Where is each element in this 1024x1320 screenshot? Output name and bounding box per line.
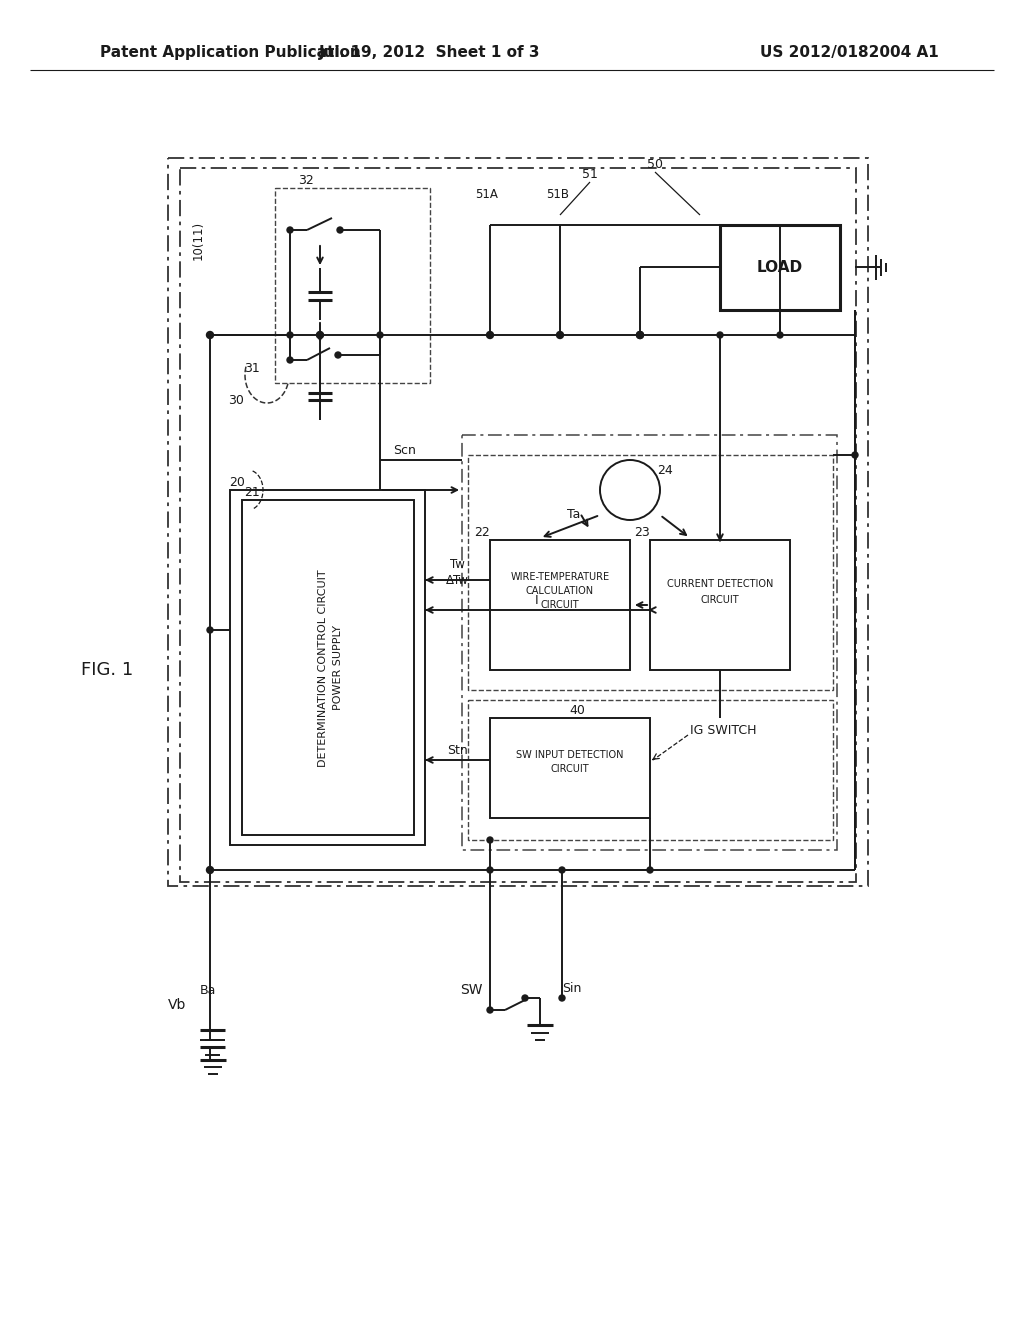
Circle shape (559, 995, 565, 1001)
Circle shape (487, 1007, 493, 1012)
Circle shape (556, 331, 563, 338)
Text: CALCULATION: CALCULATION (526, 586, 594, 597)
Circle shape (287, 356, 293, 363)
Text: Jul. 19, 2012  Sheet 1 of 3: Jul. 19, 2012 Sheet 1 of 3 (319, 45, 541, 59)
Text: 40: 40 (569, 704, 585, 717)
Bar (490, 540, 630, 671)
Bar (650, 540, 790, 671)
Circle shape (316, 331, 324, 338)
Bar (168, 158, 868, 886)
Bar (720, 224, 840, 310)
Text: 21: 21 (245, 487, 260, 499)
Text: 10(11): 10(11) (193, 220, 205, 260)
Text: Vb: Vb (168, 998, 186, 1012)
Bar (242, 500, 414, 836)
Text: 23: 23 (634, 525, 650, 539)
Text: CURRENT DETECTION: CURRENT DETECTION (667, 579, 773, 589)
Text: SW INPUT DETECTION: SW INPUT DETECTION (516, 750, 624, 760)
Text: DETERMINATION CONTROL CIRCUIT: DETERMINATION CONTROL CIRCUIT (318, 569, 328, 767)
Text: POWER SUPPLY: POWER SUPPLY (333, 626, 343, 710)
Circle shape (522, 995, 528, 1001)
Circle shape (852, 451, 858, 458)
Circle shape (207, 627, 213, 634)
Circle shape (559, 867, 565, 873)
Text: 30: 30 (228, 393, 244, 407)
Bar (468, 455, 833, 690)
Text: Ta: Ta (566, 508, 580, 521)
Text: 20: 20 (229, 477, 245, 490)
Text: Patent Application Publication: Patent Application Publication (100, 45, 360, 59)
Text: Stn: Stn (446, 743, 467, 756)
Circle shape (486, 331, 494, 338)
Bar (230, 490, 425, 845)
Text: FIG. 1: FIG. 1 (81, 661, 133, 678)
Text: Ba: Ba (200, 983, 216, 997)
Circle shape (637, 331, 643, 338)
Text: 50: 50 (647, 158, 663, 172)
Text: US 2012/0182004 A1: US 2012/0182004 A1 (760, 45, 939, 59)
Text: SW: SW (460, 983, 482, 997)
Circle shape (317, 333, 323, 338)
Bar (490, 718, 650, 818)
Circle shape (207, 331, 213, 338)
Text: Scn: Scn (393, 444, 416, 457)
Circle shape (717, 333, 723, 338)
Circle shape (487, 837, 493, 843)
Text: 24: 24 (657, 463, 673, 477)
Circle shape (335, 352, 341, 358)
Text: LOAD: LOAD (757, 260, 803, 275)
Text: 31: 31 (245, 362, 260, 375)
Text: ΔTw: ΔTw (445, 573, 468, 586)
Circle shape (337, 227, 343, 234)
Circle shape (377, 333, 383, 338)
Text: 51B: 51B (547, 189, 569, 202)
Circle shape (287, 333, 293, 338)
Circle shape (287, 227, 293, 234)
Circle shape (647, 867, 653, 873)
Circle shape (207, 866, 213, 874)
Text: 51A: 51A (475, 189, 499, 202)
Bar (275, 187, 430, 383)
Text: I: I (536, 594, 539, 606)
Text: 22: 22 (474, 525, 490, 539)
Bar (180, 168, 856, 882)
Text: 51: 51 (582, 169, 598, 181)
Text: 32: 32 (298, 173, 314, 186)
Bar (462, 436, 837, 850)
Circle shape (487, 867, 493, 873)
Bar (468, 700, 833, 840)
Circle shape (777, 333, 783, 338)
Text: CIRCUIT: CIRCUIT (700, 595, 739, 605)
Text: Tw: Tw (450, 558, 465, 572)
Text: CIRCUIT: CIRCUIT (551, 764, 590, 774)
Text: WIRE-TEMPERATURE: WIRE-TEMPERATURE (510, 572, 609, 582)
Text: Sin: Sin (562, 982, 582, 994)
Text: IG SWITCH: IG SWITCH (690, 723, 757, 737)
Circle shape (637, 331, 643, 338)
Text: CIRCUIT: CIRCUIT (541, 601, 580, 610)
